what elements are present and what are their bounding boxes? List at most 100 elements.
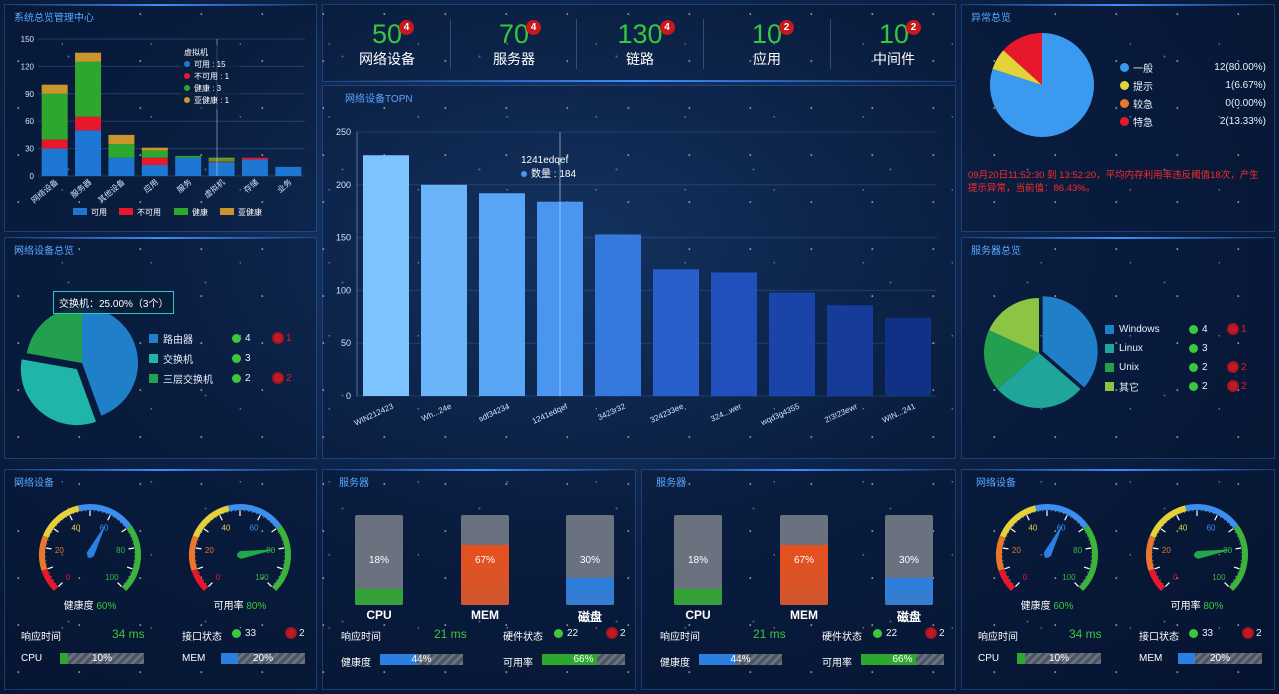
stat-servers[interactable]: 70 4 服务器	[450, 19, 578, 69]
pie-slice[interactable]	[82, 307, 139, 416]
stat-middleware[interactable]: 10 2 中间件	[830, 19, 958, 69]
resource-tank[interactable]: 30%	[566, 515, 614, 605]
pie-tooltip: 交换机：25.00%（3个）	[53, 291, 175, 314]
hardware-alarm[interactable]: 2	[606, 626, 626, 640]
pie-slice[interactable]	[997, 353, 1081, 408]
overview-legend-row[interactable]: Windows 4 1	[962, 322, 1262, 336]
hardware-alarm[interactable]: 2	[925, 626, 945, 640]
abnormal-message: 09月20日11:52:30 到 13:52:20，平均内存利用率违反阈值18次…	[968, 170, 1259, 194]
legend-label[interactable]: 不可用	[137, 208, 161, 217]
stacked-bar-segment[interactable]	[41, 84, 68, 94]
abnormal-legend-item[interactable]: 较急 0(0.00%)	[1120, 96, 1266, 111]
stat-network-devices[interactable]: 50 4 网络设备	[323, 19, 451, 69]
interface-alarm[interactable]: 2	[285, 626, 305, 640]
topn-bar[interactable]	[363, 155, 409, 396]
stat-label: 链路	[626, 51, 654, 67]
pie-slice[interactable]	[20, 359, 97, 426]
stacked-bar-segment[interactable]	[108, 157, 135, 176]
topn-bar[interactable]	[421, 184, 467, 396]
abnormal-legend-item[interactable]: 提示 1(6.67%)	[1120, 78, 1266, 93]
abnormal-legend-item[interactable]: 一般 12(80.00%)	[1120, 60, 1266, 75]
x-tick-label: 存储	[242, 177, 261, 195]
legend-label[interactable]: 亚健康	[238, 207, 262, 217]
x-tick-label: 其他设备	[96, 177, 127, 205]
stacked-bar-segment[interactable]	[41, 139, 68, 149]
mem-label: MEM	[182, 653, 206, 664]
pie-slice[interactable]	[988, 298, 1039, 353]
topn-bar[interactable]	[769, 292, 815, 396]
topn-bar[interactable]	[827, 305, 873, 396]
stacked-bar-segment[interactable]	[208, 162, 235, 176]
stat-links[interactable]: 130 4 链路	[576, 19, 704, 69]
stat-applications[interactable]: 10 2 应用	[703, 19, 831, 69]
gauge-tick-label: 100	[105, 573, 119, 582]
hardware-ok[interactable]: 22	[873, 626, 897, 640]
stacked-bar-segment[interactable]	[175, 157, 202, 176]
legend-label[interactable]: 可用	[91, 208, 107, 217]
stacked-bar-segment[interactable]	[108, 144, 135, 158]
panel-title: 服务器总览	[971, 246, 1021, 257]
stacked-bar-segment[interactable]	[175, 155, 202, 158]
stacked-bar-segment[interactable]	[141, 165, 168, 176]
stacked-bar-segment[interactable]	[41, 148, 68, 176]
ok-count: 2	[1202, 361, 1208, 373]
pie-slice[interactable]	[992, 50, 1042, 85]
pie-slice[interactable]	[1042, 296, 1098, 388]
stat-number: 50	[371, 19, 403, 49]
stacked-bar-segment[interactable]	[241, 159, 268, 176]
overview-legend-row[interactable]: Linux 3	[962, 341, 1262, 355]
overview-legend-row[interactable]: 三层交换机 2 2	[5, 371, 305, 386]
server-pie-chart	[984, 296, 1098, 408]
resource-tank[interactable]: 67%	[461, 515, 509, 605]
stacked-bar-segment[interactable]	[108, 134, 135, 145]
overview-legend-row[interactable]: 路由器 4 1	[5, 331, 305, 346]
stacked-bar-segment[interactable]	[75, 130, 102, 176]
overview-legend-row[interactable]: 交换机 3	[5, 351, 305, 366]
panel-title: 网络设备TOPN	[345, 94, 413, 105]
resource-tank[interactable]: 18%	[355, 515, 403, 605]
stacked-bar-segment[interactable]	[141, 150, 168, 158]
hardware-status-label: 硬件状态	[822, 632, 862, 643]
overview-legend-row[interactable]: Unix 2 2	[962, 360, 1262, 374]
x-tick-label: 网络设备	[29, 177, 60, 205]
stacked-bar-segment[interactable]	[41, 93, 68, 140]
stacked-bar-segment[interactable]	[141, 157, 168, 166]
resource-tank[interactable]: 30%	[885, 515, 933, 605]
interface-ok[interactable]: 33	[232, 626, 256, 640]
server-overview-panel: 服务器总览 Windows 4 1 Linux 3 Unix 2 2 其它 2 2	[961, 237, 1275, 459]
topn-bar[interactable]	[653, 269, 699, 396]
ok-count: 4	[245, 332, 251, 344]
stacked-bar-segment[interactable]	[75, 61, 102, 117]
pie-slice[interactable]	[984, 330, 1039, 390]
panel-title: 系统总览管理中心	[14, 13, 94, 24]
gauge-health: 020406080100健康度 60%	[35, 500, 145, 615]
resource-tank[interactable]: 18%	[674, 515, 722, 605]
stacked-bar-segment[interactable]	[141, 147, 168, 151]
resource-tank[interactable]: 67%	[780, 515, 828, 605]
topn-bar[interactable]	[595, 234, 641, 396]
overview-legend-row[interactable]: 其它 2 2	[962, 379, 1262, 394]
abnormal-legend-item[interactable]: 特急 2(13.33%)	[1120, 114, 1266, 129]
gauge-arc	[41, 568, 59, 592]
legend-label[interactable]: 健康	[192, 207, 208, 217]
gauge-arc	[228, 504, 282, 529]
alarm-count: 2	[1241, 361, 1247, 373]
interface-ok[interactable]: 33	[1189, 626, 1213, 640]
interface-alarm[interactable]: 2	[1242, 626, 1262, 640]
stacked-bar-segment[interactable]	[208, 157, 235, 159]
stacked-bar-segment[interactable]	[275, 166, 302, 176]
stacked-bar-segment[interactable]	[241, 157, 268, 160]
stacked-bar-segment[interactable]	[75, 116, 102, 131]
topn-bar[interactable]	[885, 317, 931, 396]
stacked-bar-segment[interactable]	[208, 161, 235, 163]
gauge-tick-label: 80	[116, 546, 125, 555]
gauge-arc	[1228, 525, 1248, 592]
pie-slice[interactable]	[1003, 33, 1042, 85]
pie-slice[interactable]	[26, 307, 82, 363]
topn-bar[interactable]	[479, 193, 525, 396]
stacked-bar-segment[interactable]	[208, 158, 235, 162]
topn-bar[interactable]	[711, 272, 757, 396]
hardware-ok[interactable]: 22	[554, 626, 578, 640]
gauge-tick-label: 60	[1207, 523, 1216, 532]
stacked-bar-segment[interactable]	[75, 52, 102, 62]
